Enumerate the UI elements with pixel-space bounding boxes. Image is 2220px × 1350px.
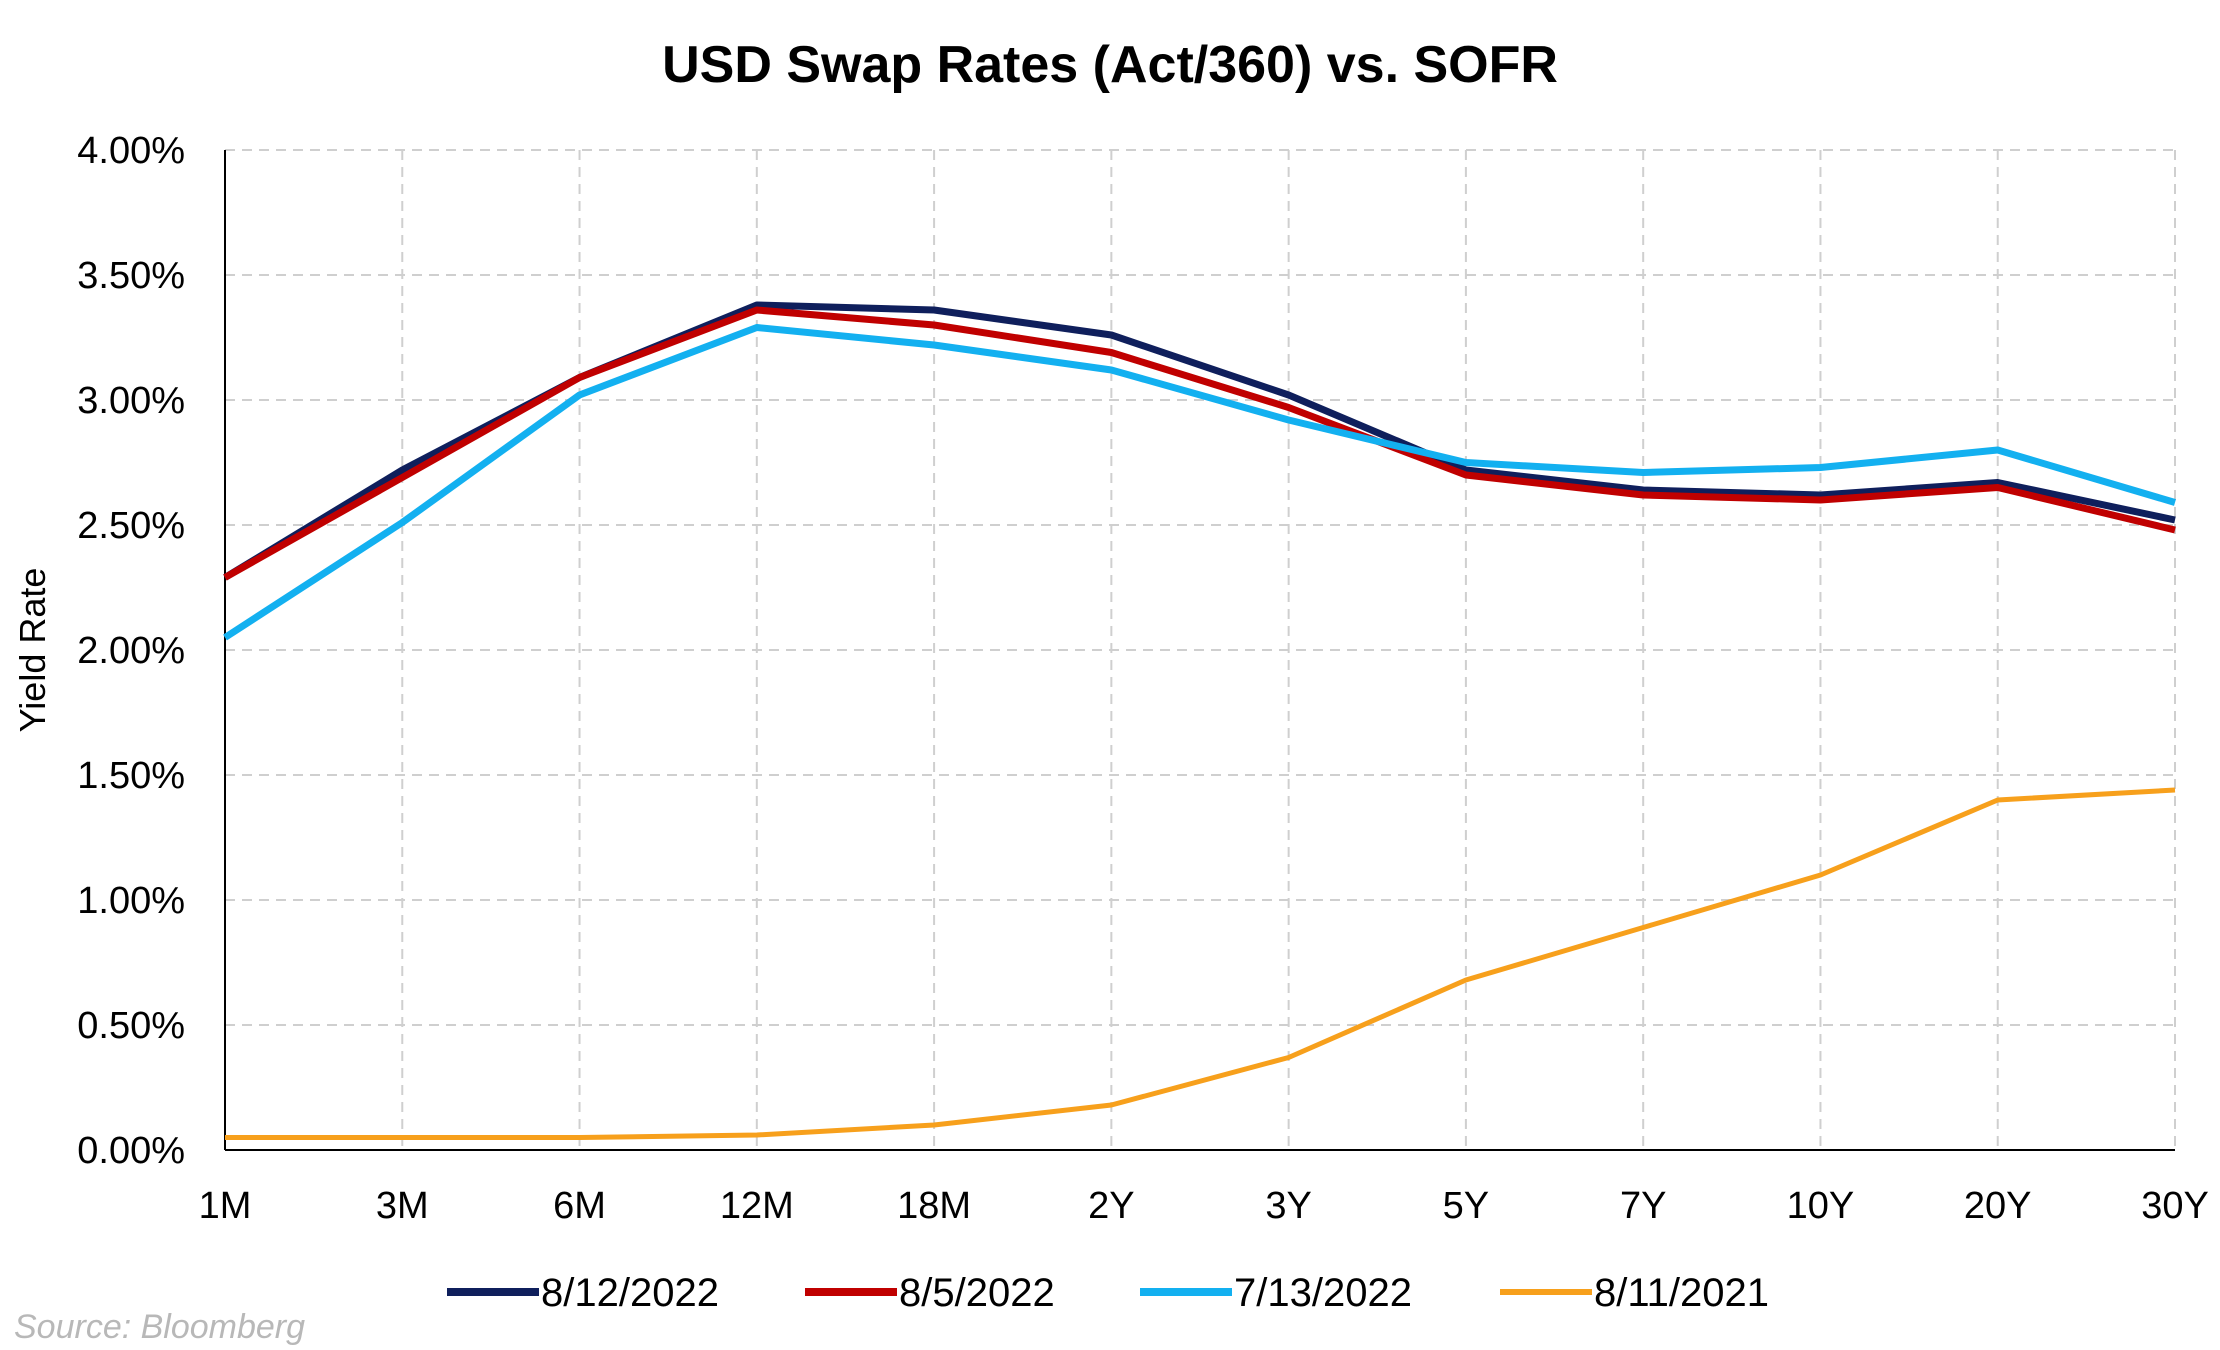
series-line-3: [223, 324, 2176, 641]
x-tick-label: 10Y: [1787, 1185, 1855, 1227]
source-note: Source: Bloomberg: [14, 1308, 305, 1346]
x-tick-label: 7Y: [1620, 1185, 1666, 1227]
x-tick-label: 12M: [720, 1185, 794, 1227]
y-tick-label: 0.00%: [77, 1130, 185, 1172]
y-tick-label: 2.00%: [77, 630, 185, 672]
x-tick-label: 30Y: [2141, 1185, 2209, 1227]
y-tick-label: 4.00%: [77, 130, 185, 172]
y-tick-label: 0.50%: [77, 1005, 185, 1047]
y-tick-label: 3.50%: [77, 255, 185, 297]
legend-item: 8/11/2021: [1500, 1271, 1769, 1315]
y-tick-label: 1.00%: [77, 880, 185, 922]
legend-label: 8/5/2022: [899, 1271, 1055, 1315]
x-tick-label: 3Y: [1265, 1185, 1311, 1227]
x-tick-label: 5Y: [1443, 1185, 1489, 1227]
gridlines: [225, 149, 2176, 1150]
y-tick-label: 2.50%: [77, 505, 185, 547]
x-tick-label: 20Y: [1964, 1185, 2032, 1227]
x-tick-label: 3M: [376, 1185, 429, 1227]
chart-title: USD Swap Rates (Act/360) vs. SOFR: [662, 36, 1558, 94]
series-line-2: [223, 306, 2176, 581]
legend-label: 8/11/2021: [1594, 1271, 1769, 1315]
y-tick-label: 1.50%: [77, 755, 185, 797]
legend-item: 8/5/2022: [805, 1271, 1055, 1315]
legend-item: 7/13/2022: [1140, 1271, 1412, 1315]
y-axis-title: Yield Rate: [12, 568, 53, 733]
x-tick-label: 18M: [897, 1185, 971, 1227]
y-tick-labels: 0.00% 0.50% 1.00% 1.50% 2.00% 2.50% 3.00% 3.50%…: [77, 130, 185, 1172]
legend: 8/12/2022 8/5/2022 7/13/2022 8/11/2021: [447, 1271, 1769, 1315]
x-tick-labels: 1M 3M 6M 12M 18M 2Y 3Y 5Y 7Y 10Y 20Y 30Y: [199, 1185, 2209, 1227]
x-tick-label: 6M: [553, 1185, 606, 1227]
series-line-4: [225, 787, 2176, 1140]
legend-item: 8/12/2022: [447, 1271, 719, 1315]
series-lines: [223, 301, 2176, 1140]
x-tick-label: 1M: [199, 1185, 252, 1227]
legend-label: 7/13/2022: [1234, 1271, 1412, 1315]
x-tick-label: 2Y: [1088, 1185, 1134, 1227]
y-tick-label: 3.00%: [77, 380, 185, 422]
legend-label: 8/12/2022: [541, 1271, 719, 1315]
